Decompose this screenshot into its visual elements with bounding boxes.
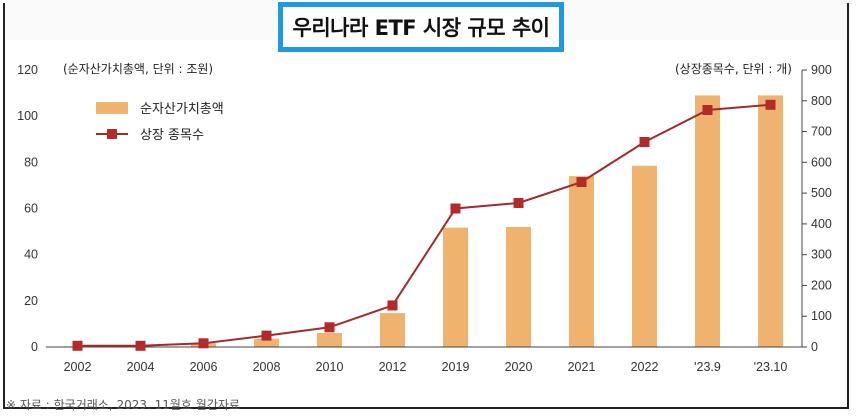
legend-marker-swatch xyxy=(107,129,117,139)
x-tick-label: '23.10 xyxy=(754,360,788,374)
line-marker xyxy=(765,99,776,110)
x-tick-label: 2020 xyxy=(505,360,533,374)
right-tick-label: 400 xyxy=(811,217,832,231)
x-tick-label: 2006 xyxy=(190,360,218,374)
chart-title: 우리나라 ETF 시장 규모 추이 xyxy=(292,16,550,40)
bar xyxy=(317,332,342,347)
left-tick-label: 40 xyxy=(24,248,38,262)
legend-bar-swatch xyxy=(96,102,128,114)
left-tick-label: 100 xyxy=(17,109,38,123)
x-tick-label: 2002 xyxy=(64,360,92,374)
legend-line-label: 상장 종목수 xyxy=(140,128,204,143)
right-tick-label: 900 xyxy=(811,63,832,77)
x-tick-label: 2019 xyxy=(442,360,470,374)
bar-series xyxy=(65,95,783,348)
line-marker xyxy=(639,137,650,148)
x-axis: 2002 2004 2006 2008 2010 2012 2019 2020 2021 2022… xyxy=(64,360,788,374)
right-tick-label: 500 xyxy=(811,186,832,200)
right-tick-label: 0 xyxy=(811,340,818,354)
bar xyxy=(758,95,783,348)
right-tick-label: 100 xyxy=(811,309,832,323)
source-note: ※ 자료 : 한국거래소, 2023. 11월호 월간자료 xyxy=(6,398,240,412)
right-y-axis: 0 100 200 300 400 500 600 700 800 900 xyxy=(801,63,832,354)
line-marker xyxy=(702,105,713,116)
right-tick-label: 600 xyxy=(811,155,832,169)
legend: 순자산가치총액 상장 종목수 xyxy=(96,102,224,143)
right-tick-label: 800 xyxy=(811,94,832,108)
x-tick-label: 2010 xyxy=(316,360,344,374)
line-marker xyxy=(324,322,335,333)
bar xyxy=(380,313,405,347)
line-marker xyxy=(72,340,83,351)
title-box: 우리나라 ETF 시장 규모 추이 xyxy=(278,2,564,52)
left-tick-label: 0 xyxy=(31,340,38,354)
line-marker xyxy=(513,197,524,208)
x-tick-label: 2008 xyxy=(253,360,281,374)
left-tick-label: 20 xyxy=(24,294,38,308)
right-unit-label: (상장종목수, 단위 : 개) xyxy=(675,62,792,76)
line-marker xyxy=(576,177,587,188)
line-marker xyxy=(261,330,272,341)
left-tick-label: 60 xyxy=(24,202,38,216)
right-tick-label: 300 xyxy=(811,248,832,262)
left-unit-label: (순자산가치총액, 단위 : 조원) xyxy=(63,62,214,76)
x-tick-label: 2012 xyxy=(379,360,407,374)
legend-bar-label: 순자산가치총액 xyxy=(140,102,224,117)
line-marker xyxy=(450,203,461,214)
x-tick-label: 2004 xyxy=(127,360,155,374)
line-marker xyxy=(387,300,398,311)
line-marker xyxy=(135,340,146,351)
left-tick-label: 120 xyxy=(17,63,38,77)
page-frame xyxy=(3,3,849,409)
bar xyxy=(254,338,279,347)
right-tick-label: 700 xyxy=(811,125,832,139)
bar xyxy=(695,95,720,348)
line-series xyxy=(72,99,776,351)
x-tick-label: '23.9 xyxy=(694,360,721,374)
bar xyxy=(443,227,468,347)
right-tick-label: 200 xyxy=(811,278,832,292)
x-tick-label: 2021 xyxy=(568,360,596,374)
series-line xyxy=(77,103,771,347)
bar xyxy=(569,176,594,347)
bar xyxy=(632,165,657,347)
left-y-axis: 0 20 40 60 80 100 120 xyxy=(17,63,38,354)
bar xyxy=(506,226,531,347)
left-tick-label: 80 xyxy=(24,155,38,169)
x-tick-label: 2022 xyxy=(631,360,659,374)
line-marker xyxy=(198,338,209,349)
